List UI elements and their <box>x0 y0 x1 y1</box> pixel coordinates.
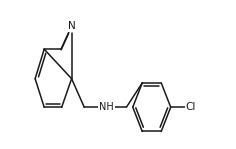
Text: Cl: Cl <box>185 102 196 112</box>
Text: N: N <box>68 21 76 31</box>
Text: NH: NH <box>99 102 114 112</box>
